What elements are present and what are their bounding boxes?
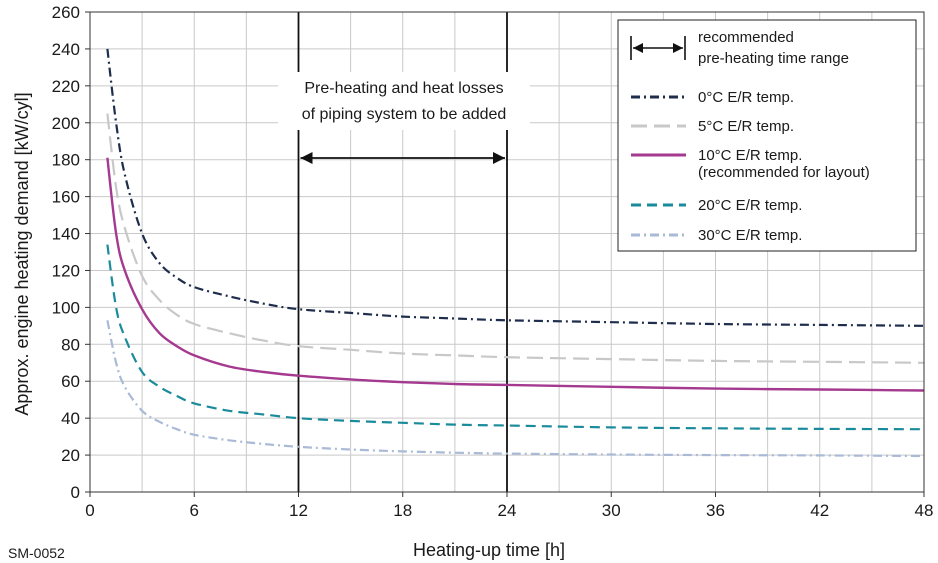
y-tick-label: 0 (71, 483, 80, 502)
y-tick-label: 140 (52, 225, 80, 244)
x-axis-title: Heating-up time [h] (413, 540, 565, 560)
x-tick-label: 48 (915, 501, 934, 520)
series-line-3 (106, 157, 925, 392)
series-line-5 (106, 320, 925, 458)
y-tick-label: 20 (61, 446, 80, 465)
legend-range-symbol (630, 36, 686, 60)
annotation: Pre-heating and heat losses of piping sy… (278, 72, 530, 130)
x-tick-label: 36 (706, 501, 725, 520)
y-axis-title: Approx. engine heating demand [kW/cyl] (12, 92, 32, 415)
y-tick-label: 260 (52, 3, 80, 22)
annotation-line-2: of piping system to be added (302, 106, 507, 123)
legend: recommended pre-heating time range 0°C E… (617, 19, 917, 252)
series-line-2 (106, 113, 925, 364)
legend-label-1: 0°C E/R temp. (698, 89, 794, 106)
y-tick-label: 100 (52, 298, 80, 317)
legend-extra-line: (recommended for layout) (698, 164, 870, 181)
y-tick-label: 40 (61, 409, 80, 428)
legend-label-2: 5°C E/R temp. (698, 118, 794, 135)
y-tick-label: 160 (52, 188, 80, 207)
legend-box (617, 19, 917, 252)
range-arrow-head-right (493, 152, 505, 164)
legend-label-5: 30°C E/R temp. (698, 227, 802, 244)
y-tick-label: 180 (52, 151, 80, 170)
x-tick-label: 18 (393, 501, 412, 520)
y-tick-label: 60 (61, 372, 80, 391)
y-tick-label: 200 (52, 114, 80, 133)
legend-range-label-2: pre-heating time range (698, 50, 849, 67)
x-tick-label: 30 (602, 501, 621, 520)
figure-code: SM-0052 (8, 545, 65, 561)
x-tick-label: 0 (85, 501, 94, 520)
y-tick-label: 80 (61, 335, 80, 354)
y-tick-label: 120 (52, 261, 80, 280)
annotation-background (278, 72, 530, 130)
legend-items: 0°C E/R temp. 5°C E/R temp. 10°C E/R temp.… (631, 89, 802, 244)
x-tick-label: 42 (810, 501, 829, 520)
series-lines (106, 48, 925, 458)
range-arrow-head-left (300, 152, 313, 164)
y-tick-label: 220 (52, 77, 80, 96)
y-tick-label: 240 (52, 40, 80, 59)
x-tick-label: 24 (498, 501, 517, 520)
x-tick-label: 12 (289, 501, 308, 520)
legend-label-4: 20°C E/R temp. (698, 197, 802, 214)
annotation-line-1: Pre-heating and heat losses (304, 80, 503, 97)
axes: 0 20 40 60 80 100 120 140 160 180 200 220 240 260 0 6 12… (52, 3, 934, 520)
series-line-4 (106, 244, 925, 431)
legend-range-label-1: recommended (698, 29, 794, 46)
legend-label-3: 10°C E/R temp. (698, 147, 802, 164)
x-tick-label: 6 (190, 501, 199, 520)
